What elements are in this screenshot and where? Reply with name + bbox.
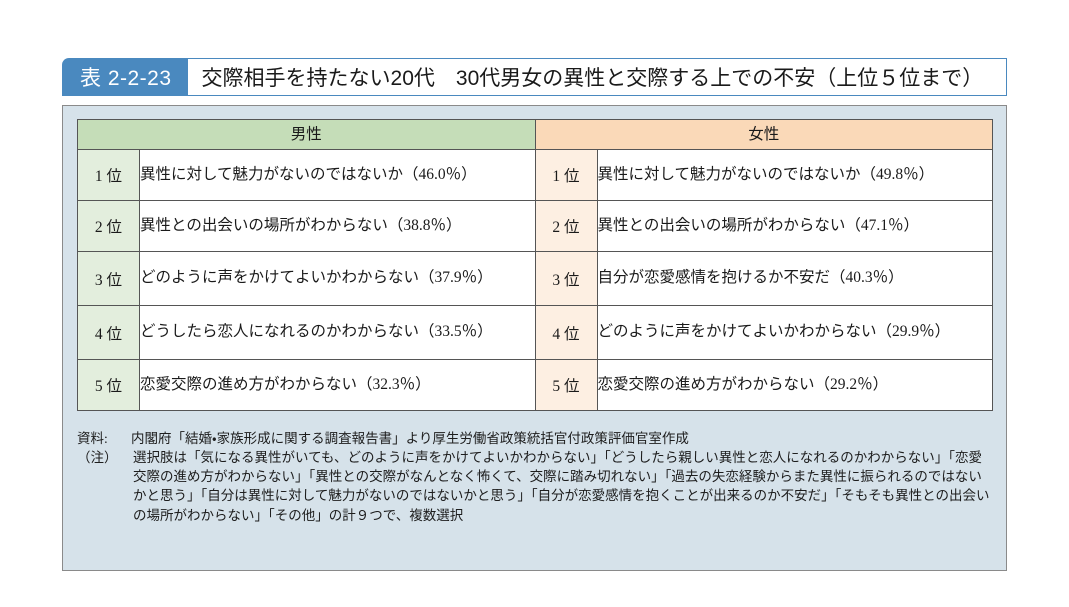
rank-cell-female: 2 位 bbox=[534, 200, 598, 252]
source-note: 資料: 内閣府「結婚・家族形成に関する調査報告書」より厚生労働省政策統括官付政策… bbox=[77, 429, 995, 448]
table-row: 4 位 どうしたら恋人になれるのかわからない（33.5％） 4 位 どのように声… bbox=[77, 305, 993, 360]
item-cell-male: 異性に対して魅力がないのではないか（46.0％） bbox=[139, 149, 536, 201]
table-row: 3 位 どのように声をかけてよいかわからない（37.9％） 3 位 自分が恋愛感… bbox=[77, 251, 993, 306]
rank-cell-female: 4 位 bbox=[534, 305, 598, 360]
item-cell-male: どうしたら恋人になれるのかわからない（33.5％） bbox=[139, 305, 536, 360]
source-note-text: 内閣府「結婚・家族形成に関する調査報告書」より厚生労働省政策統括官付政策評価官室… bbox=[131, 431, 689, 446]
item-cell-male: 恋愛交際の進め方がわからない（32.3％） bbox=[139, 359, 536, 411]
page-title: 交際相手を持たない20代 30代男女の異性と交際する上での不安（上位５位まで） bbox=[201, 67, 984, 90]
rank-table-container: 男性 女性 1 位 異性に対して魅力がないのではないか（46.0％） 1 位 異… bbox=[77, 119, 993, 411]
column-header-female: 女性 bbox=[534, 119, 993, 150]
rank-cell-female: 5 位 bbox=[534, 359, 598, 411]
rank-cell-male: 5 位 bbox=[77, 359, 140, 411]
item-cell-female: どのように声をかけてよいかわからない（29.9％） bbox=[596, 305, 993, 360]
rank-cell-male: 4 位 bbox=[77, 305, 140, 360]
item-cell-female: 自分が恋愛感情を抱けるか不安だ（40.3％） bbox=[596, 251, 993, 306]
table-header-row: 男性 女性 bbox=[77, 119, 993, 150]
item-cell-female: 異性との出会いの場所がわからない（47.1％） bbox=[596, 200, 993, 252]
item-cell-male: 異性との出会いの場所がわからない（38.8％） bbox=[139, 200, 536, 252]
ranking-table: 男性 女性 1 位 異性に対して魅力がないのではないか（46.0％） 1 位 異… bbox=[77, 119, 993, 411]
column-header-male: 男性 bbox=[77, 119, 536, 150]
table-row: 5 位 恋愛交際の進め方がわからない（32.3％） 5 位 恋愛交際の進め方がわ… bbox=[77, 359, 993, 411]
item-cell-male: どのように声をかけてよいかわからない（37.9％） bbox=[139, 251, 536, 306]
table-row: 1 位 異性に対して魅力がないのではないか（46.0％） 1 位 異性に対して魅… bbox=[77, 149, 993, 201]
table-number-badge: 表 2-2-23 bbox=[62, 58, 188, 96]
annotation-note-text: 選択肢は「気になる異性がいても、どのように声をかけてよいかわからない」「どうした… bbox=[133, 450, 990, 523]
rank-cell-male: 1 位 bbox=[77, 149, 140, 201]
rank-cell-male: 2 位 bbox=[77, 200, 140, 252]
rank-cell-male: 3 位 bbox=[77, 251, 140, 306]
item-cell-female: 恋愛交際の進め方がわからない（29.2％） bbox=[596, 359, 993, 411]
source-note-label: 資料: bbox=[77, 431, 108, 446]
rank-cell-female: 1 位 bbox=[534, 149, 598, 201]
rank-cell-female: 3 位 bbox=[534, 251, 598, 306]
table-title-bar: 表 2-2-23 交際相手を持たない20代 30代男女の異性と交際する上での不安… bbox=[62, 58, 1007, 96]
annotation-note: （注） 選択肢は「気になる異性がいても、どのように声をかけてよいかわからない」「… bbox=[77, 448, 995, 525]
table-row: 2 位 異性との出会いの場所がわからない（38.8％） 2 位 異性との出会いの… bbox=[77, 200, 993, 252]
footnotes: 資料: 内閣府「結婚・家族形成に関する調査報告書」より厚生労働省政策統括官付政策… bbox=[77, 429, 995, 525]
table-panel: 男性 女性 1 位 異性に対して魅力がないのではないか（46.0％） 1 位 異… bbox=[62, 105, 1007, 571]
table-title-container: 交際相手を持たない20代 30代男女の異性と交際する上での不安（上位５位まで） bbox=[187, 58, 1007, 96]
annotation-note-label: （注） bbox=[77, 450, 118, 466]
item-cell-female: 異性に対して魅力がないのではないか（49.8％） bbox=[596, 149, 993, 201]
